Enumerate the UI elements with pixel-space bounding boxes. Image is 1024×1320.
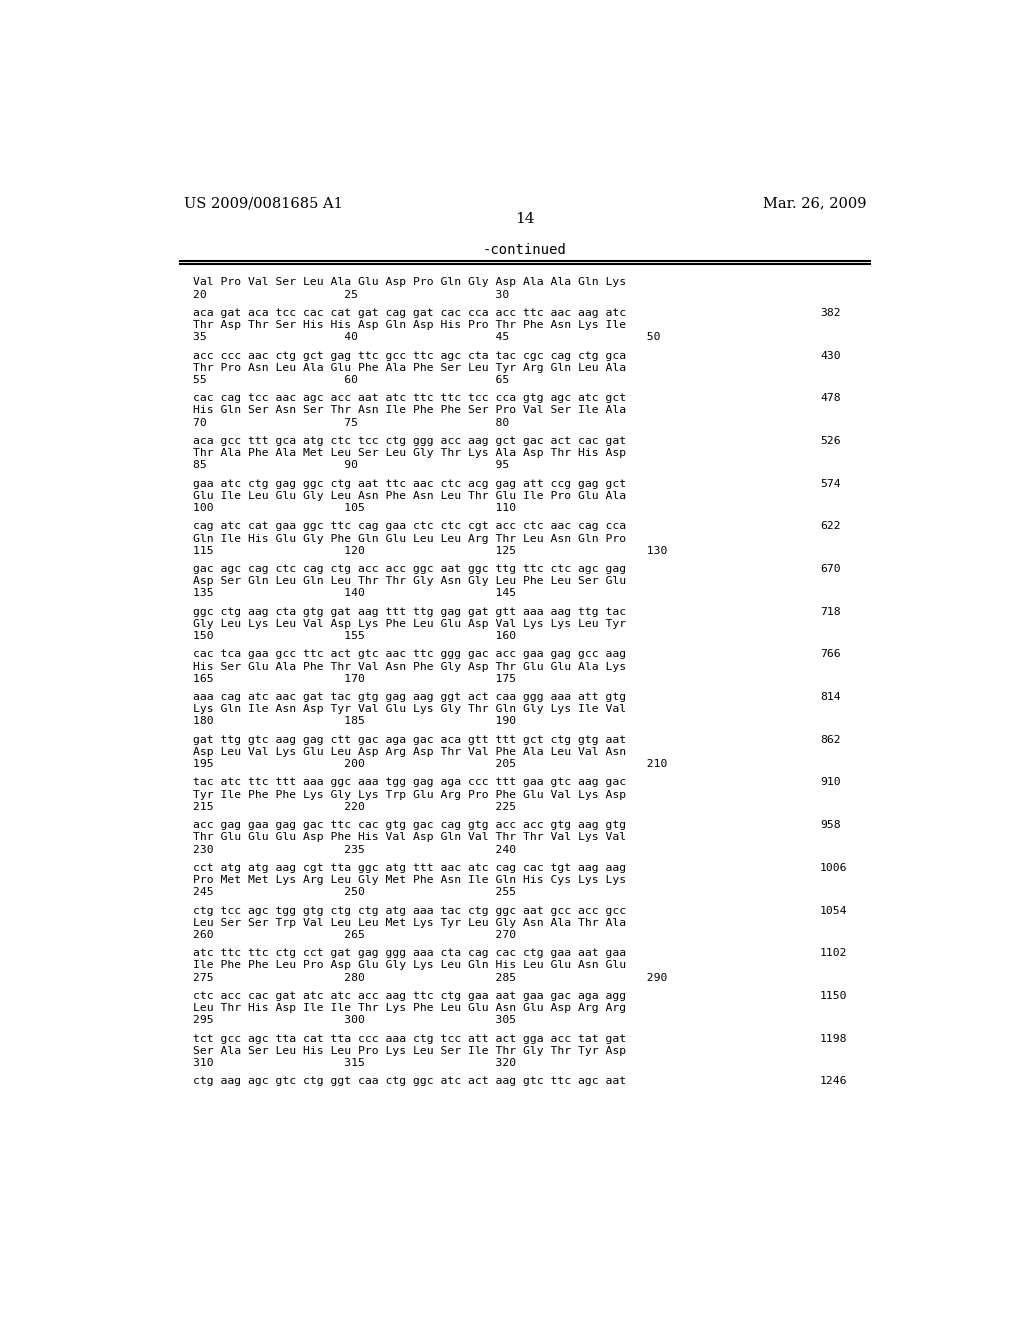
- Text: tac atc ttc ttt aaa ggc aaa tgg gag aga ccc ttt gaa gtc aag gac: tac atc ttc ttt aaa ggc aaa tgg gag aga …: [194, 777, 627, 788]
- Text: 100                   105                   110: 100 105 110: [194, 503, 516, 513]
- Text: 295                   300                   305: 295 300 305: [194, 1015, 516, 1026]
- Text: 910: 910: [820, 777, 841, 788]
- Text: tct gcc agc tta cat tta ccc aaa ctg tcc att act gga acc tat gat: tct gcc agc tta cat tta ccc aaa ctg tcc …: [194, 1034, 627, 1044]
- Text: ggc ctg aag cta gtg gat aag ttt ttg gag gat gtt aaa aag ttg tac: ggc ctg aag cta gtg gat aag ttt ttg gag …: [194, 607, 627, 616]
- Text: 718: 718: [820, 607, 841, 616]
- Text: acc ccc aac ctg gct gag ttc gcc ttc agc cta tac cgc cag ctg gca: acc ccc aac ctg gct gag ttc gcc ttc agc …: [194, 351, 627, 360]
- Text: 1006: 1006: [820, 863, 848, 873]
- Text: aca gat aca tcc cac cat gat cag gat cac cca acc ttc aac aag atc: aca gat aca tcc cac cat gat cag gat cac …: [194, 308, 627, 318]
- Text: Leu Ser Ser Trp Val Leu Leu Met Lys Tyr Leu Gly Asn Ala Thr Ala: Leu Ser Ser Trp Val Leu Leu Met Lys Tyr …: [194, 917, 627, 928]
- Text: 70                    75                    80: 70 75 80: [194, 417, 509, 428]
- Text: 1246: 1246: [820, 1076, 848, 1086]
- Text: 150                   155                   160: 150 155 160: [194, 631, 516, 642]
- Text: 195                   200                   205                   210: 195 200 205 210: [194, 759, 668, 770]
- Text: 85                    90                    95: 85 90 95: [194, 461, 509, 470]
- Text: Gly Leu Lys Leu Val Asp Lys Phe Leu Glu Asp Val Lys Lys Leu Tyr: Gly Leu Lys Leu Val Asp Lys Phe Leu Glu …: [194, 619, 627, 628]
- Text: gaa atc ctg gag ggc ctg aat ttc aac ctc acg gag att ccg gag gct: gaa atc ctg gag ggc ctg aat ttc aac ctc …: [194, 479, 627, 488]
- Text: 814: 814: [820, 692, 841, 702]
- Text: Leu Thr His Asp Ile Ile Thr Lys Phe Leu Glu Asn Glu Asp Arg Arg: Leu Thr His Asp Ile Ile Thr Lys Phe Leu …: [194, 1003, 627, 1014]
- Text: 1054: 1054: [820, 906, 848, 916]
- Text: gac agc cag ctc cag ctg acc acc ggc aat ggc ttg ttc ctc agc gag: gac agc cag ctc cag ctg acc acc ggc aat …: [194, 564, 627, 574]
- Text: Asp Leu Val Lys Glu Leu Asp Arg Asp Thr Val Phe Ala Leu Val Asn: Asp Leu Val Lys Glu Leu Asp Arg Asp Thr …: [194, 747, 627, 756]
- Text: 670: 670: [820, 564, 841, 574]
- Text: cac tca gaa gcc ttc act gtc aac ttc ggg gac acc gaa gag gcc aag: cac tca gaa gcc ttc act gtc aac ttc ggg …: [194, 649, 627, 660]
- Text: 310                   315                   320: 310 315 320: [194, 1059, 516, 1068]
- Text: 215                   220                   225: 215 220 225: [194, 801, 516, 812]
- Text: aca gcc ttt gca atg ctc tcc ctg ggg acc aag gct gac act cac gat: aca gcc ttt gca atg ctc tcc ctg ggg acc …: [194, 436, 627, 446]
- Text: acc gag gaa gag gac ttc cac gtg gac cag gtg acc acc gtg aag gtg: acc gag gaa gag gac ttc cac gtg gac cag …: [194, 820, 627, 830]
- Text: 622: 622: [820, 521, 841, 532]
- Text: Glu Ile Leu Glu Gly Leu Asn Phe Asn Leu Thr Glu Ile Pro Glu Ala: Glu Ile Leu Glu Gly Leu Asn Phe Asn Leu …: [194, 491, 627, 500]
- Text: 115                   120                   125                   130: 115 120 125 130: [194, 545, 668, 556]
- Text: 14: 14: [515, 213, 535, 227]
- Text: 766: 766: [820, 649, 841, 660]
- Text: Thr Ala Phe Ala Met Leu Ser Leu Gly Thr Lys Ala Asp Thr His Asp: Thr Ala Phe Ala Met Leu Ser Leu Gly Thr …: [194, 449, 627, 458]
- Text: 1102: 1102: [820, 948, 848, 958]
- Text: 180                   185                   190: 180 185 190: [194, 717, 516, 726]
- Text: cac cag tcc aac agc acc aat atc ttc ttc tcc cca gtg agc atc gct: cac cag tcc aac agc acc aat atc ttc ttc …: [194, 393, 627, 404]
- Text: Mar. 26, 2009: Mar. 26, 2009: [763, 197, 866, 210]
- Text: Val Pro Val Ser Leu Ala Glu Asp Pro Gln Gly Asp Ala Ala Gln Lys: Val Pro Val Ser Leu Ala Glu Asp Pro Gln …: [194, 277, 627, 288]
- Text: 245                   250                   255: 245 250 255: [194, 887, 516, 898]
- Text: Gln Ile His Glu Gly Phe Gln Glu Leu Leu Arg Thr Leu Asn Gln Pro: Gln Ile His Glu Gly Phe Gln Glu Leu Leu …: [194, 533, 627, 544]
- Text: 862: 862: [820, 735, 841, 744]
- Text: 478: 478: [820, 393, 841, 404]
- Text: 260                   265                   270: 260 265 270: [194, 929, 516, 940]
- Text: Thr Glu Glu Glu Asp Phe His Val Asp Gln Val Thr Thr Val Lys Val: Thr Glu Glu Glu Asp Phe His Val Asp Gln …: [194, 833, 627, 842]
- Text: Ser Ala Ser Leu His Leu Pro Lys Leu Ser Ile Thr Gly Thr Tyr Asp: Ser Ala Ser Leu His Leu Pro Lys Leu Ser …: [194, 1045, 627, 1056]
- Text: Tyr Ile Phe Phe Lys Gly Lys Trp Glu Arg Pro Phe Glu Val Lys Asp: Tyr Ile Phe Phe Lys Gly Lys Trp Glu Arg …: [194, 789, 627, 800]
- Text: aaa cag atc aac gat tac gtg gag aag ggt act caa ggg aaa att gtg: aaa cag atc aac gat tac gtg gag aag ggt …: [194, 692, 627, 702]
- Text: 20                    25                    30: 20 25 30: [194, 289, 509, 300]
- Text: Asp Ser Gln Leu Gln Leu Thr Thr Gly Asn Gly Leu Phe Leu Ser Glu: Asp Ser Gln Leu Gln Leu Thr Thr Gly Asn …: [194, 577, 627, 586]
- Text: Pro Met Met Lys Arg Leu Gly Met Phe Asn Ile Gln His Cys Lys Lys: Pro Met Met Lys Arg Leu Gly Met Phe Asn …: [194, 875, 627, 884]
- Text: gat ttg gtc aag gag ctt gac aga gac aca gtt ttt gct ctg gtg aat: gat ttg gtc aag gag ctt gac aga gac aca …: [194, 735, 627, 744]
- Text: 135                   140                   145: 135 140 145: [194, 589, 516, 598]
- Text: ctc acc cac gat atc atc acc aag ttc ctg gaa aat gaa gac aga agg: ctc acc cac gat atc atc acc aag ttc ctg …: [194, 991, 627, 1001]
- Text: 1198: 1198: [820, 1034, 848, 1044]
- Text: Lys Gln Ile Asn Asp Tyr Val Glu Lys Gly Thr Gln Gly Lys Ile Val: Lys Gln Ile Asn Asp Tyr Val Glu Lys Gly …: [194, 705, 627, 714]
- Text: His Gln Ser Asn Ser Thr Asn Ile Phe Phe Ser Pro Val Ser Ile Ala: His Gln Ser Asn Ser Thr Asn Ile Phe Phe …: [194, 405, 627, 416]
- Text: 574: 574: [820, 479, 841, 488]
- Text: ctg tcc agc tgg gtg ctg ctg atg aaa tac ctg ggc aat gcc acc gcc: ctg tcc agc tgg gtg ctg ctg atg aaa tac …: [194, 906, 627, 916]
- Text: 430: 430: [820, 351, 841, 360]
- Text: ctg aag agc gtc ctg ggt caa ctg ggc atc act aag gtc ttc agc aat: ctg aag agc gtc ctg ggt caa ctg ggc atc …: [194, 1076, 627, 1086]
- Text: US 2009/0081685 A1: US 2009/0081685 A1: [183, 197, 342, 210]
- Text: 526: 526: [820, 436, 841, 446]
- Text: -continued: -continued: [483, 243, 566, 257]
- Text: atc ttc ttc ctg cct gat gag ggg aaa cta cag cac ctg gaa aat gaa: atc ttc ttc ctg cct gat gag ggg aaa cta …: [194, 948, 627, 958]
- Text: 275                   280                   285                   290: 275 280 285 290: [194, 973, 668, 982]
- Text: Thr Asp Thr Ser His His Asp Gln Asp His Pro Thr Phe Asn Lys Ile: Thr Asp Thr Ser His His Asp Gln Asp His …: [194, 319, 627, 330]
- Text: Ile Phe Phe Leu Pro Asp Glu Gly Lys Leu Gln His Leu Glu Asn Glu: Ile Phe Phe Leu Pro Asp Glu Gly Lys Leu …: [194, 961, 627, 970]
- Text: Thr Pro Asn Leu Ala Glu Phe Ala Phe Ser Leu Tyr Arg Gln Leu Ala: Thr Pro Asn Leu Ala Glu Phe Ala Phe Ser …: [194, 363, 627, 372]
- Text: 230                   235                   240: 230 235 240: [194, 845, 516, 854]
- Text: 55                    60                    65: 55 60 65: [194, 375, 509, 385]
- Text: 382: 382: [820, 308, 841, 318]
- Text: 958: 958: [820, 820, 841, 830]
- Text: 35                    40                    45                    50: 35 40 45 50: [194, 333, 660, 342]
- Text: 1150: 1150: [820, 991, 848, 1001]
- Text: 165                   170                   175: 165 170 175: [194, 673, 516, 684]
- Text: cag atc cat gaa ggc ttc cag gaa ctc ctc cgt acc ctc aac cag cca: cag atc cat gaa ggc ttc cag gaa ctc ctc …: [194, 521, 627, 532]
- Text: His Ser Glu Ala Phe Thr Val Asn Phe Gly Asp Thr Glu Glu Ala Lys: His Ser Glu Ala Phe Thr Val Asn Phe Gly …: [194, 661, 627, 672]
- Text: cct atg atg aag cgt tta ggc atg ttt aac atc cag cac tgt aag aag: cct atg atg aag cgt tta ggc atg ttt aac …: [194, 863, 627, 873]
